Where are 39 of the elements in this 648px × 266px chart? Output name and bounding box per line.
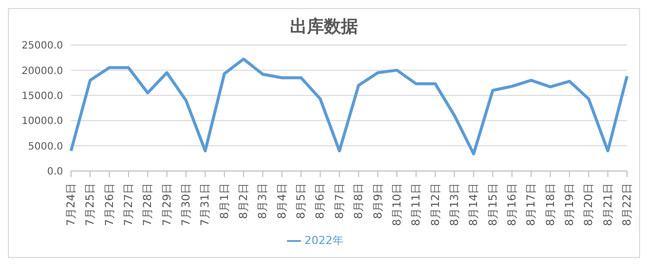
line-series: [70, 58, 628, 156]
x-tick-label: 8月6日: [314, 183, 327, 219]
y-tick-label: 25000.0: [22, 40, 63, 52]
x-tick-label: 8月20日: [582, 183, 596, 226]
x-tick-label: 8月22日: [620, 183, 634, 226]
x-tick-label: 8月5日: [294, 183, 308, 219]
legend-label: 2022年: [304, 234, 344, 247]
x-tick-label: 8月7日: [332, 183, 346, 219]
x-tick-label: 8月12日: [428, 183, 442, 226]
y-tick-label: 10000.0: [22, 116, 63, 128]
x-tick-label: 7月29日: [160, 183, 174, 226]
x-tick-label: 7月28日: [141, 183, 154, 226]
x-tick-label: 8月17日: [524, 183, 538, 226]
x-tick-label: 8月18日: [544, 183, 557, 226]
x-tick-label: 7月24日: [64, 183, 78, 226]
chart-title: 出库数据: [289, 16, 359, 39]
x-tick-label: 8月4日: [275, 183, 288, 219]
x-tick-label: 8月11日: [410, 183, 423, 226]
x-tick-label: 8月16日: [505, 183, 518, 226]
x-tick-label: 8月10日: [390, 183, 404, 226]
x-tick-label: 7月26日: [102, 183, 116, 226]
y-tick-label: 15000.0: [22, 90, 63, 102]
x-tick-label: 8月14日: [467, 183, 480, 226]
x-tick-label: 8月3日: [256, 183, 270, 219]
x-tick-label: 8月21日: [601, 183, 614, 226]
x-tick-label: 8月1日: [218, 183, 231, 219]
x-tick-label: 8月15日: [486, 183, 500, 226]
x-tick-label: 8月9日: [371, 183, 384, 219]
x-tick-label: 8月19日: [562, 183, 576, 226]
x-tick-label: 7月25日: [84, 183, 97, 226]
x-tick-label: 7月30日: [180, 183, 193, 226]
x-tick-label: 8月13日: [448, 183, 461, 226]
y-tick-label: 0.0: [47, 166, 63, 178]
x-tick-label: 7月31日: [198, 183, 212, 226]
x-tick-label: 7月27日: [122, 183, 136, 226]
x-tick-label: 8月8日: [352, 183, 366, 219]
y-tick-label: 20000.0: [22, 66, 63, 77]
y-tick-label: 5000.0: [28, 141, 63, 152]
x-tick-label: 8月2日: [237, 183, 250, 219]
